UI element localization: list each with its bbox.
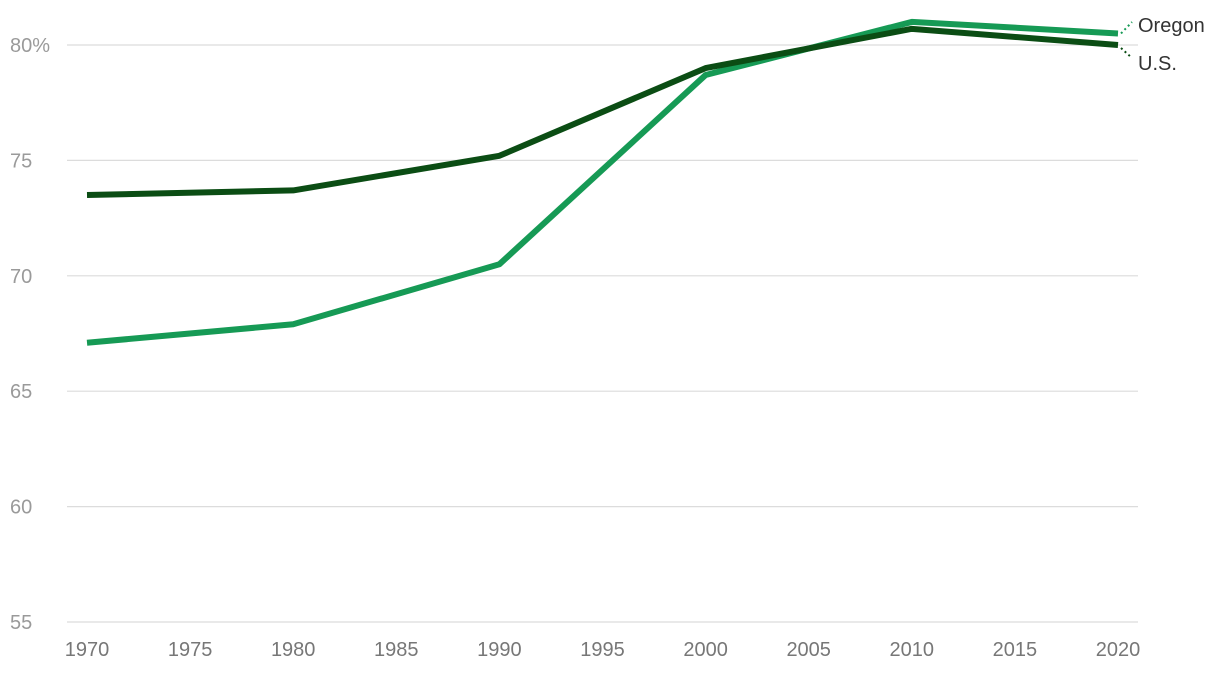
x-tick-label: 2020 (1096, 639, 1141, 661)
x-tick-label: 1975 (168, 639, 213, 661)
y-tick-label: 70 (10, 266, 32, 288)
y-tick-label: 75 (10, 150, 32, 172)
series-line-oregon (86, 18, 1119, 346)
series-label-oregon: Oregon (1138, 15, 1205, 37)
series-line-us (86, 25, 1119, 199)
y-tick-label: 65 (10, 381, 32, 403)
x-tick-label: 1995 (580, 639, 625, 661)
x-tick-label: 2000 (683, 639, 728, 661)
x-tick-label: 1970 (65, 639, 110, 661)
x-tick-label: 1985 (374, 639, 419, 661)
x-tick-label: 2005 (786, 639, 831, 661)
x-tick-label: 2010 (890, 639, 935, 661)
y-tick-label: 80% (10, 35, 50, 57)
y-tick-label: 60 (10, 497, 32, 519)
label-connector (1120, 47, 1133, 59)
series-label-us: U.S. (1138, 53, 1177, 75)
x-tick-label: 2015 (993, 639, 1038, 661)
x-tick-label: 1990 (477, 639, 522, 661)
y-tick-label: 55 (10, 612, 32, 634)
label-connector (1120, 21, 1133, 35)
x-tick-label: 1980 (271, 639, 316, 661)
